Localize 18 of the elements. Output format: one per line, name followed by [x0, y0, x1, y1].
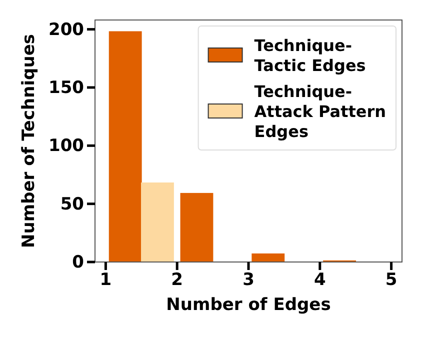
legend-label: Technique- Attack Pattern Edges: [254, 82, 386, 141]
y-tick-label: 0: [72, 252, 84, 272]
bar: [141, 182, 174, 262]
x-tick-label: 2: [171, 270, 184, 290]
y-axis-title: Number of Techniques: [19, 34, 39, 248]
y-tick-label: 200: [48, 20, 84, 40]
y-tick-label: 100: [48, 136, 84, 156]
legend-label: Technique- Tactic Edges: [254, 36, 366, 75]
x-axis-title: Number of Edges: [166, 295, 331, 315]
x-tick-label: 3: [242, 270, 254, 290]
bar: [180, 192, 214, 262]
x-tick-label: 4: [314, 270, 326, 290]
bar: [108, 31, 142, 262]
y-tick-label: 150: [48, 78, 84, 98]
y-tick-label: 50: [60, 194, 84, 214]
x-tick-label: 5: [385, 270, 398, 290]
x-tick-label: 1: [100, 270, 112, 290]
bar: [252, 253, 285, 262]
